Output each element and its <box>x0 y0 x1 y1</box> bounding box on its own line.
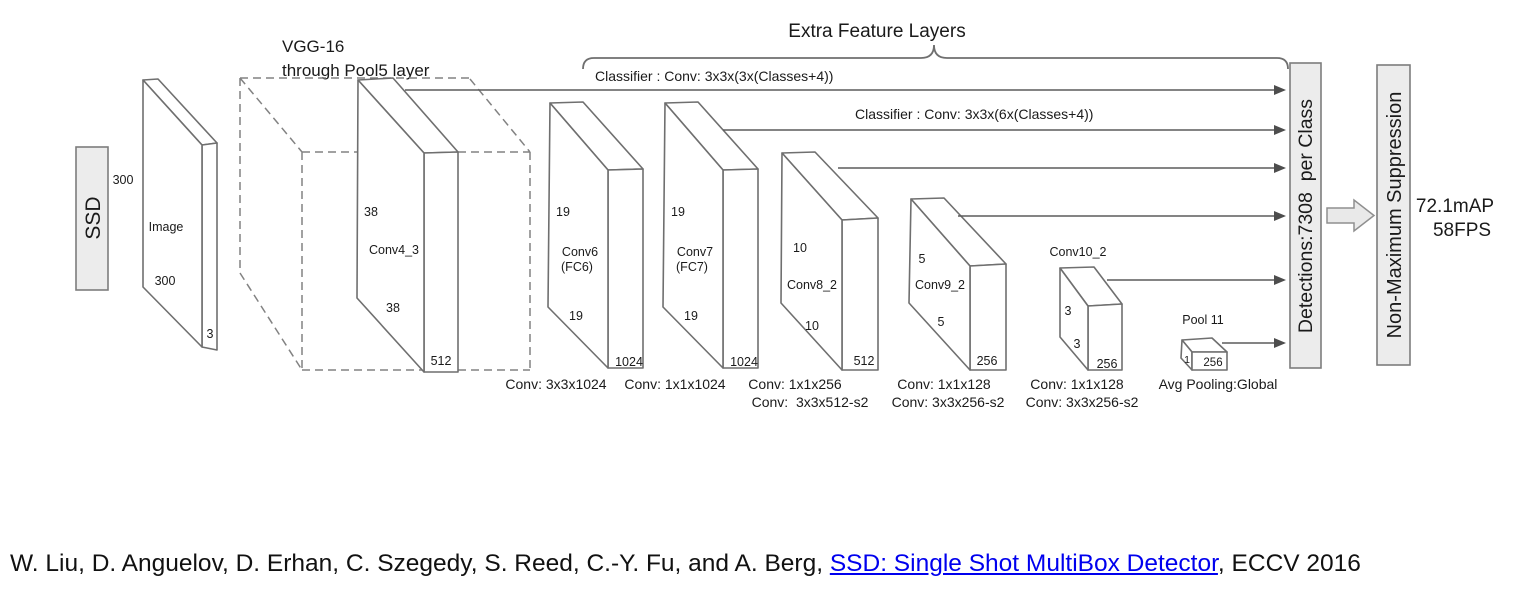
conv6-h-label: 19 <box>556 205 570 219</box>
conv6-w-label: 19 <box>569 309 583 323</box>
conv8_2-op2-label: Conv: 3x3x512-s2 <box>752 394 869 410</box>
conv7-front-face <box>662 102 724 369</box>
conv4_3-w-label: 38 <box>386 301 400 315</box>
detections-box: Detections:7308 per Class <box>1289 62 1322 369</box>
vgg-dashed-cube <box>239 77 531 371</box>
conv-operation-captions: Conv: 3x3x1024 Conv: 1x1x1024 Conv: 1x1x… <box>505 376 1277 410</box>
conv6-front-face <box>547 102 609 369</box>
conv10_2-op1-label: Conv: 1x1x128 <box>1030 376 1124 392</box>
conv7-side-face <box>722 168 759 369</box>
citation: W. Liu, D. Anguelov, D. Erhan, C. Szeged… <box>10 550 1361 578</box>
ssd-label-box: SSD <box>75 146 109 291</box>
conv4_3-name-label: Conv4_3 <box>369 243 419 257</box>
conv4_3-c-label: 512 <box>431 354 452 368</box>
conv9_2-op1-label: Conv: 1x1x128 <box>897 376 991 392</box>
image-slab-side-face <box>201 142 218 351</box>
pool11-h-label: 1 <box>1184 354 1190 366</box>
ssd-label: SSD <box>82 196 105 239</box>
pool11-front-face <box>1191 351 1228 371</box>
pool11-op-label: Avg Pooling:Global <box>1159 376 1278 392</box>
feature-map-arrows <box>405 85 1286 348</box>
nms-label: Non-Maximum Suppression <box>1384 92 1406 339</box>
conv10_2-front-face <box>1059 267 1089 371</box>
vgg16-label-line1: VGG-16 <box>282 37 344 56</box>
classifier-conv4_3-label: Classifier : Conv: 3x3x(3x(Classes+4)) <box>595 68 833 84</box>
classifier-conv7-label: Classifier : Conv: 3x3x(6x(Classes+4)) <box>855 106 1093 122</box>
extra-feature-layers-brace <box>582 44 1289 70</box>
conv8_2-name-label: Conv8_2 <box>787 278 837 292</box>
conv7-c-label: 1024 <box>730 355 758 369</box>
pool11-name-label: Pool 11 <box>1182 313 1224 327</box>
citation-prefix: W. Liu, D. Anguelov, D. Erhan, C. Szeged… <box>10 550 830 577</box>
conv4_3-h-label: 38 <box>364 205 378 219</box>
citation-suffix: , ECCV 2016 <box>1217 550 1361 577</box>
conv9_2-c-label: 256 <box>977 354 998 368</box>
conv7-w-label: 19 <box>684 309 698 323</box>
layer-pool11: Pool 11 1 256 <box>1180 313 1228 371</box>
conv6-c-label: 1024 <box>615 355 643 369</box>
conv9_2-w-label: 5 <box>938 315 945 329</box>
conv4_3-side-face <box>423 151 459 373</box>
conv6-name-label: Conv6 <box>562 245 598 259</box>
layer-conv7: 19 Conv7 (FC7) 19 1024 <box>662 101 759 369</box>
vgg16-label-line2: through Pool5 layer <box>282 61 430 80</box>
conv8_2-side-face <box>841 217 879 371</box>
conv6-op-label: Conv: 3x3x1024 <box>505 376 606 392</box>
extra-feature-layers-title: Extra Feature Layers <box>788 21 965 42</box>
conv8_2-op1-label: Conv: 1x1x256 <box>748 376 842 392</box>
conv7-alias-label: (FC7) <box>676 260 708 274</box>
detections-label: Detections:7308 per Class <box>1295 99 1317 333</box>
conv10_2-name-label: Conv10_2 <box>1050 245 1107 259</box>
conv9_2-name-label: Conv9_2 <box>915 278 965 292</box>
input-image-layer: 300 Image 300 3 <box>113 78 218 351</box>
conv9_2-front-face <box>908 198 971 371</box>
layer-conv9_2: 5 Conv9_2 5 256 <box>908 197 1007 371</box>
conv7-h-label: 19 <box>671 205 685 219</box>
layer-conv8_2: 10 Conv8_2 10 512 <box>780 151 879 371</box>
block-arrow-icon <box>1326 198 1376 233</box>
fps-result-label: 58FPS <box>1433 220 1491 241</box>
conv10_2-w-label: 3 <box>1074 337 1081 351</box>
conv9_2-op2-label: Conv: 3x3x256-s2 <box>892 394 1005 410</box>
conv9_2-h-label: 5 <box>919 252 926 266</box>
pool11-c-label: 256 <box>1203 357 1222 369</box>
image-channels-label: 3 <box>207 327 214 341</box>
conv10_2-h-label: 3 <box>1065 304 1072 318</box>
map-result-label: 72.1mAP <box>1416 196 1494 217</box>
conv8_2-c-label: 512 <box>854 354 875 368</box>
conv4_3-front-face <box>356 79 425 373</box>
conv10_2-c-label: 256 <box>1097 357 1118 371</box>
image-name-label: Image <box>149 220 184 234</box>
conv6-alias-label: (FC6) <box>561 260 593 274</box>
image-width-label: 300 <box>155 274 176 288</box>
layer-conv6: 19 Conv6 (FC6) 19 1024 <box>547 101 644 369</box>
layer-conv4_3: 38 Conv4_3 38 512 <box>356 77 459 373</box>
conv10_2-op2-label: Conv: 3x3x256-s2 <box>1026 394 1139 410</box>
conv6-side-face <box>607 168 644 369</box>
conv8_2-h-label: 10 <box>793 241 807 255</box>
citation-link[interactable]: SSD: Single Shot MultiBox Detector <box>829 550 1218 577</box>
image-height-label: 300 <box>113 173 134 187</box>
image-slab-front-face <box>142 79 203 348</box>
layer-conv10_2: Conv10_2 3 3 256 <box>1050 245 1123 371</box>
conv8_2-front-face <box>780 152 843 371</box>
conv7-op-label: Conv: 1x1x1024 <box>624 376 725 392</box>
conv7-name-label: Conv7 <box>677 245 713 259</box>
conv8_2-w-label: 10 <box>805 319 819 333</box>
nms-box: Non-Maximum Suppression <box>1376 64 1411 366</box>
